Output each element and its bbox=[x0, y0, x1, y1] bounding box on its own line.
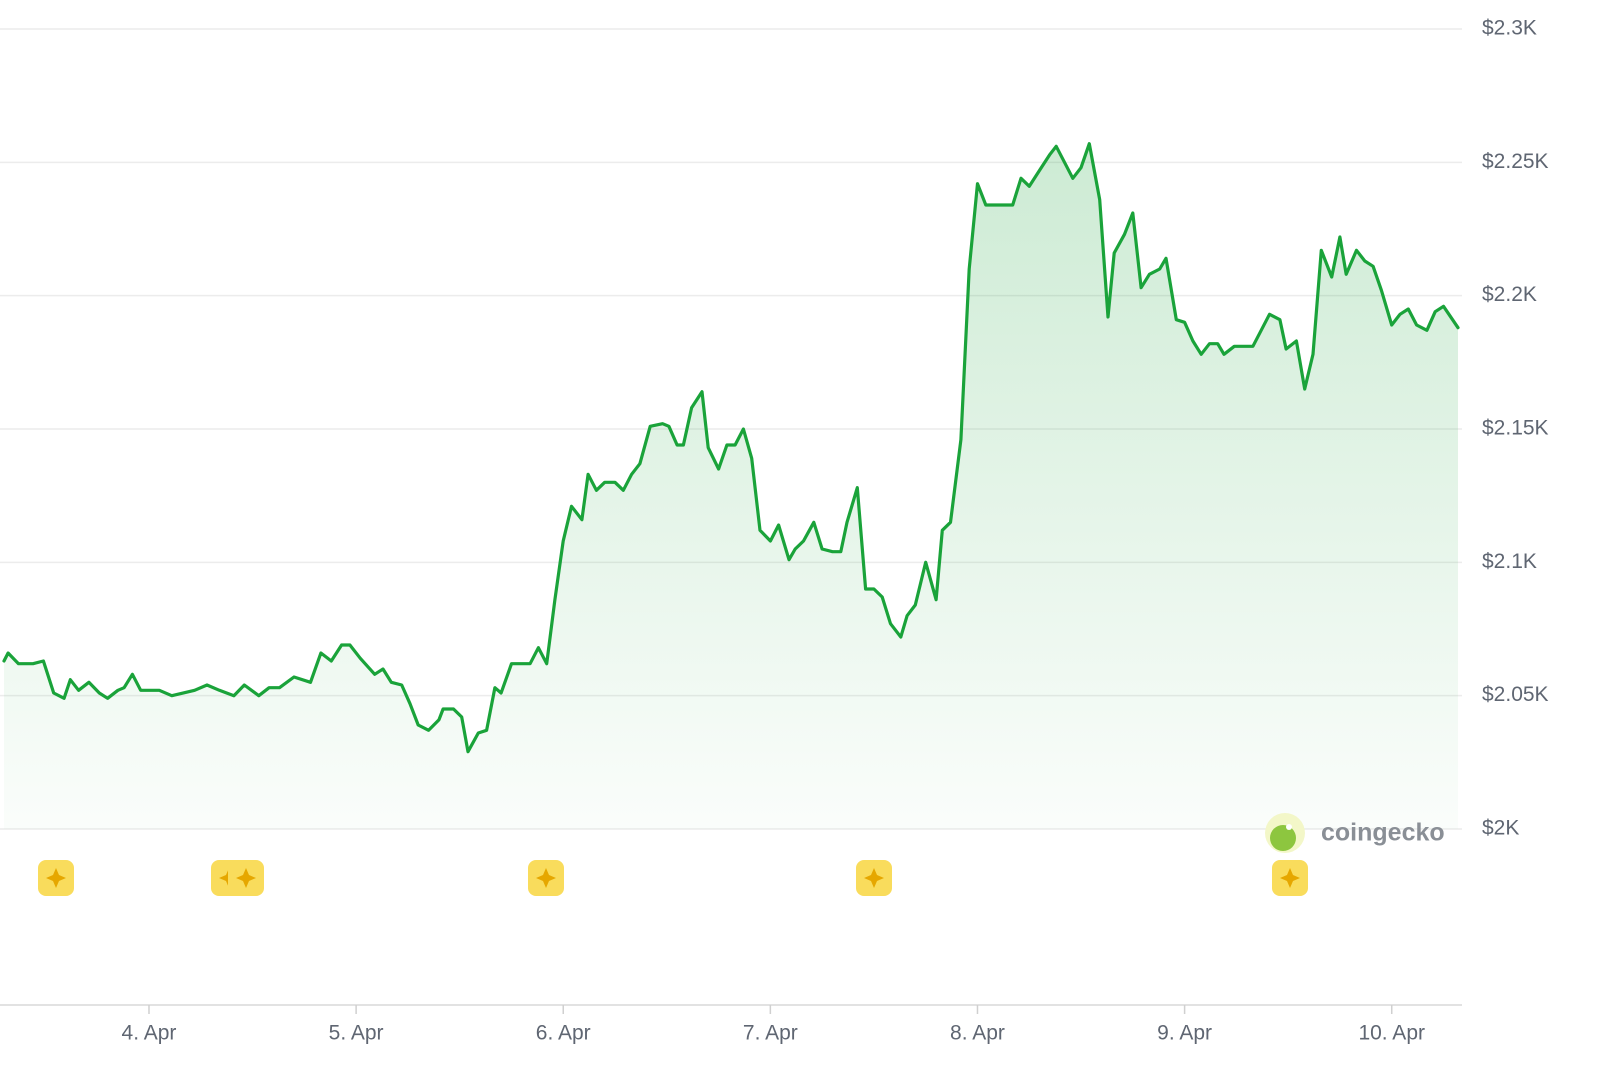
event-marker bbox=[38, 860, 74, 896]
event-marker bbox=[528, 860, 564, 896]
y-tick-label: $2.15K bbox=[1482, 417, 1549, 440]
x-tick-label: 6. Apr bbox=[536, 1022, 591, 1045]
event-marker bbox=[228, 860, 264, 896]
x-tick-label: 4. Apr bbox=[122, 1022, 177, 1045]
watermark-text: coingecko bbox=[1321, 819, 1445, 847]
x-tick-label: 9. Apr bbox=[1157, 1022, 1212, 1045]
logo bbox=[1286, 824, 1292, 830]
x-tick-label: 7. Apr bbox=[743, 1022, 798, 1045]
x-tick-label: 5. Apr bbox=[329, 1022, 384, 1045]
y-tick-label: $2.1K bbox=[1482, 550, 1537, 573]
plot bbox=[2, 142, 1460, 829]
y-tick-label: $2.3K bbox=[1482, 17, 1537, 40]
event-marker bbox=[856, 860, 892, 896]
x-tick-label: 8. Apr bbox=[950, 1022, 1005, 1045]
price-line bbox=[2, 142, 1460, 754]
watermark: coingecko bbox=[1265, 813, 1445, 853]
y-tick-label: $2K bbox=[1482, 817, 1519, 840]
x-tick-label: 10. Apr bbox=[1358, 1022, 1425, 1045]
event-markers bbox=[38, 860, 1308, 896]
logo bbox=[1270, 825, 1296, 851]
y-tick-label: $2.2K bbox=[1482, 283, 1537, 306]
y-tick-label: $2.05K bbox=[1482, 683, 1549, 706]
y-tick-label: $2.25K bbox=[1482, 150, 1549, 173]
area bbox=[4, 143, 1458, 829]
event-marker bbox=[1272, 860, 1308, 896]
